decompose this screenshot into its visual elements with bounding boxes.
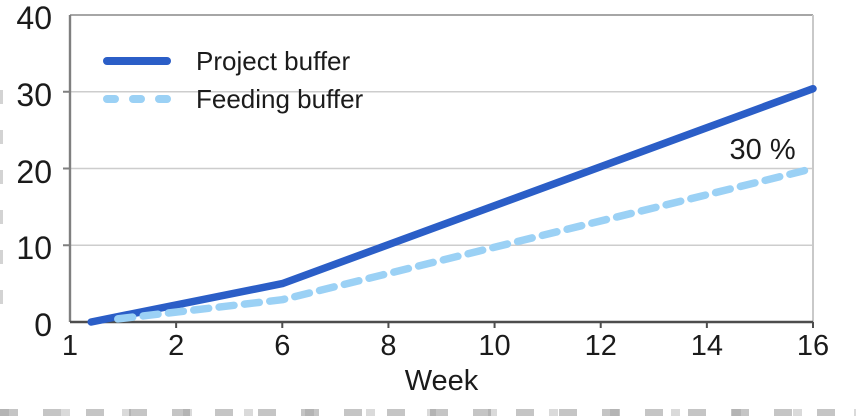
solid-line-icon xyxy=(103,57,171,65)
legend-label-feeding-buffer: Feeding buffer xyxy=(196,84,364,114)
feeding-buffer-line-swatch xyxy=(103,95,171,103)
legend-item-feeding-buffer: Feeding buffer xyxy=(103,80,363,118)
x-tick-label-14: 14 xyxy=(690,330,723,362)
x-tick-label-6: 6 xyxy=(274,330,291,362)
dashed-line-icon xyxy=(103,95,171,103)
x-axis-title: Week xyxy=(404,365,479,397)
project-buffer-line-swatch xyxy=(103,57,171,65)
y-tick-label-10: 10 xyxy=(16,230,52,267)
y-tick-label-30: 30 xyxy=(16,76,52,113)
annotation-30-percent: 30 % xyxy=(729,134,796,167)
x-tick-label-8: 8 xyxy=(380,330,397,362)
x-tick-label-12: 12 xyxy=(584,330,617,362)
x-tick-label-16: 16 xyxy=(796,330,830,362)
y-tick-label-0: 0 xyxy=(34,307,52,343)
x-tick-label-10: 10 xyxy=(478,330,511,362)
x-tick-label-1: 1 xyxy=(61,330,79,362)
series-line-project-buffer xyxy=(87,84,817,326)
y-tick-label-20: 20 xyxy=(16,153,52,190)
series-line-feeding-buffer xyxy=(114,164,817,323)
x-tick-label-2: 2 xyxy=(168,330,185,362)
bottom-edge-artifact xyxy=(0,409,856,416)
y-tick-label-40: 40 xyxy=(16,0,52,36)
legend-label-project-buffer: Project buffer xyxy=(196,46,351,76)
legend: Project buffer Feeding buffer xyxy=(103,42,363,118)
legend-item-project-buffer: Project buffer xyxy=(103,42,363,80)
left-edge-artifact xyxy=(0,90,3,330)
